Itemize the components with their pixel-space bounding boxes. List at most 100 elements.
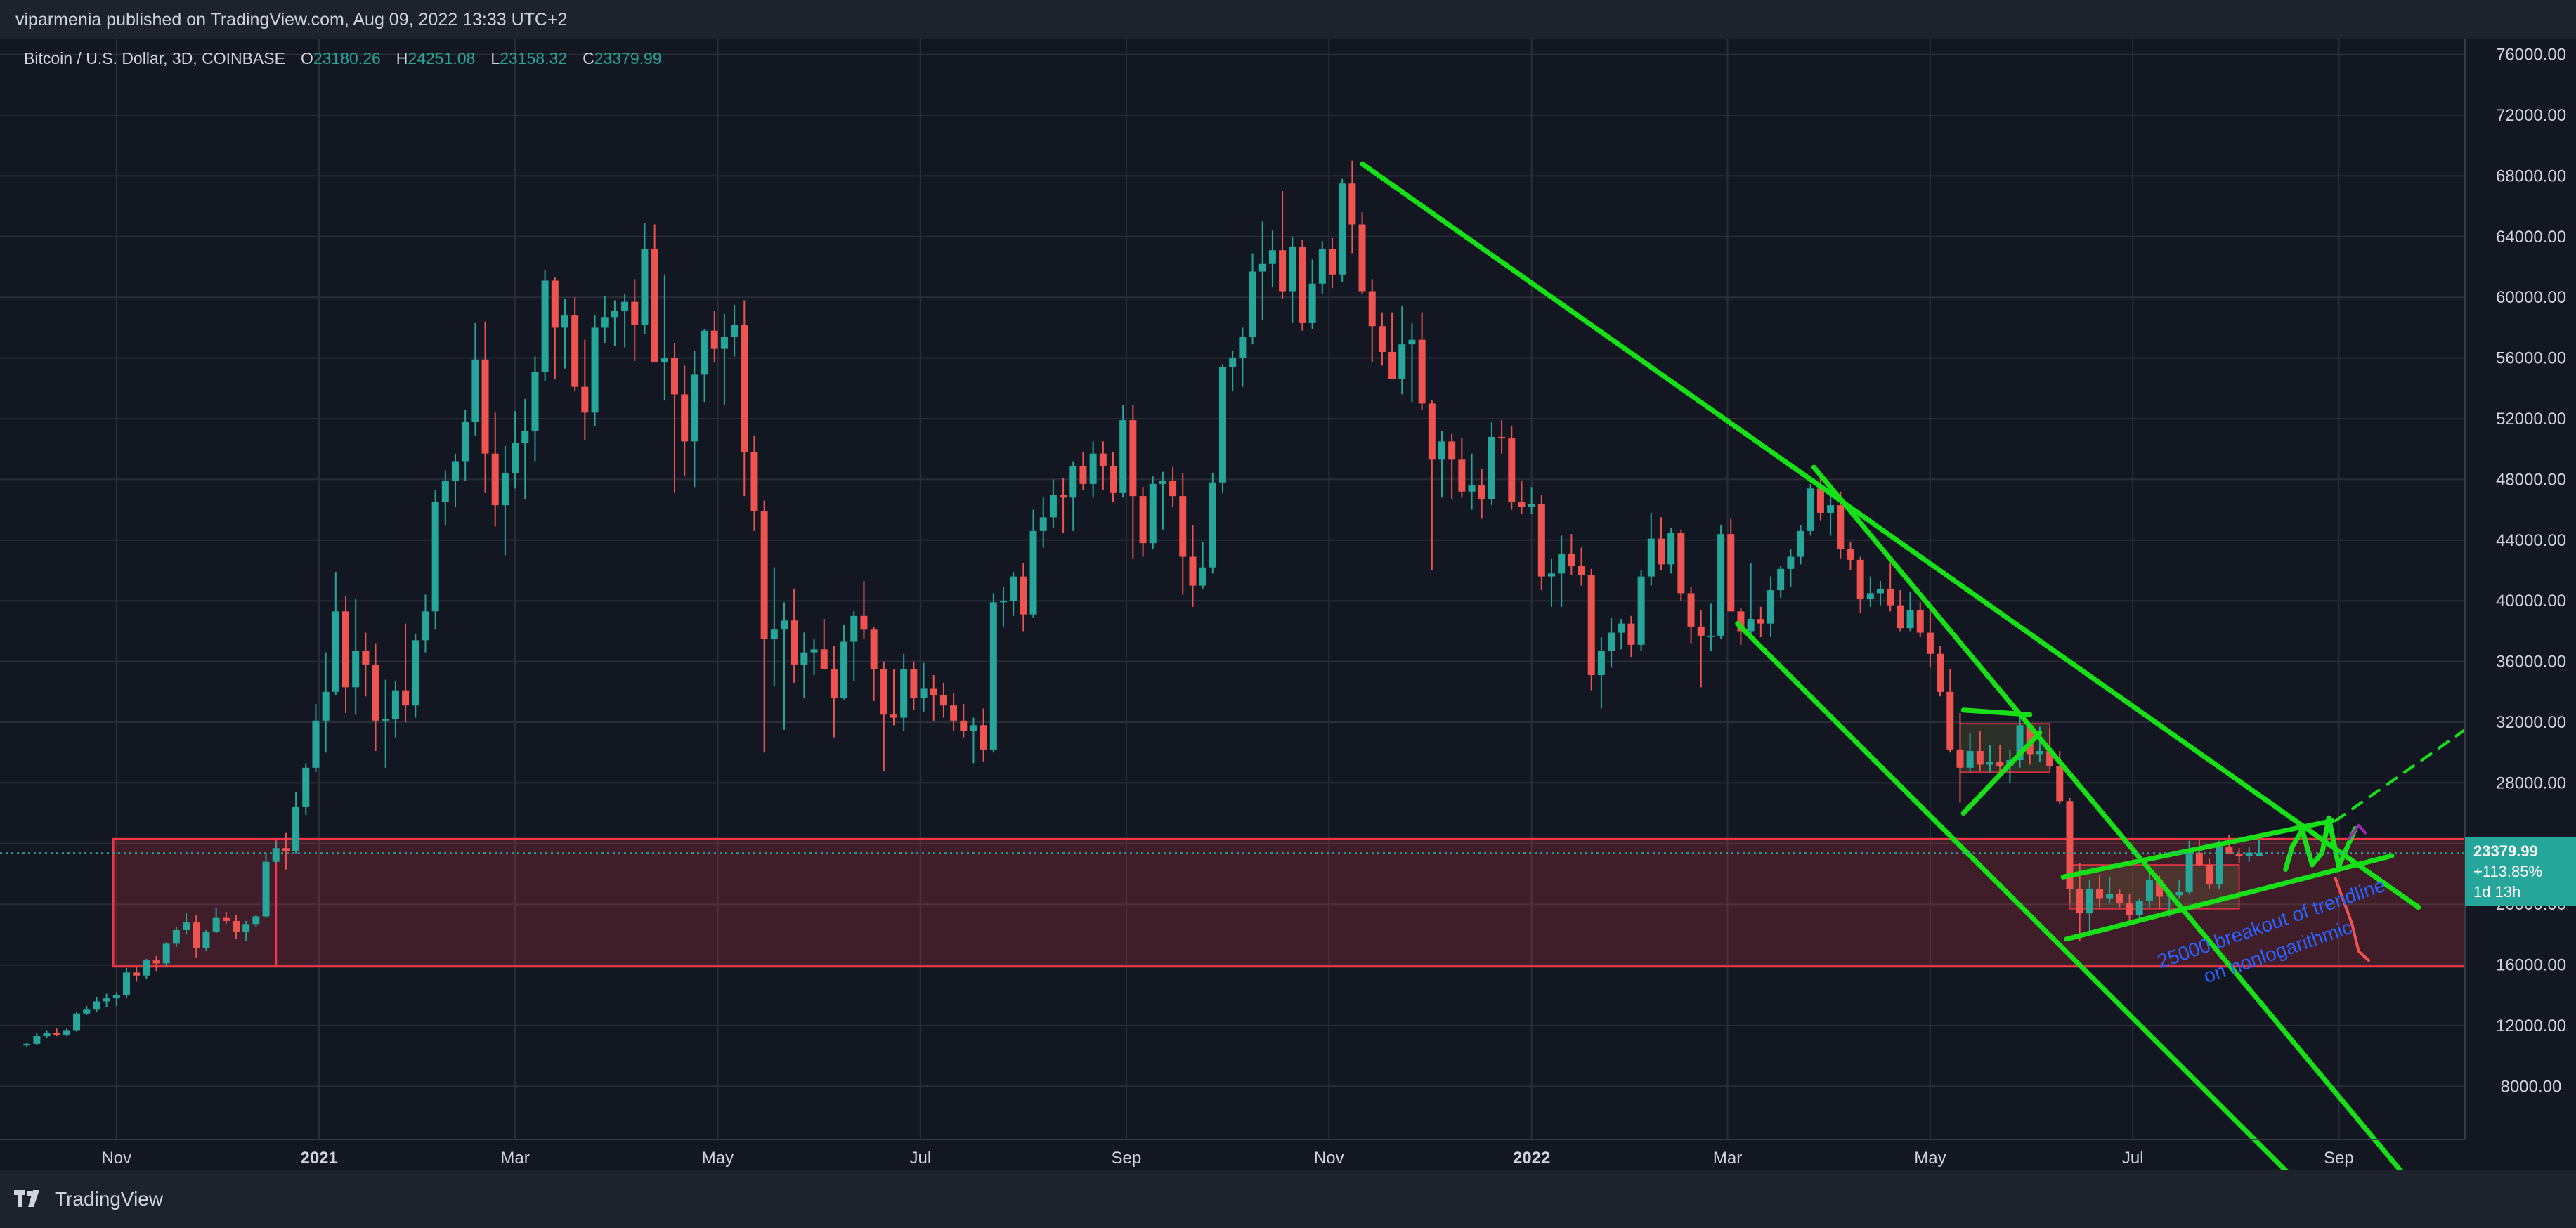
trendline (1960, 707, 2033, 717)
tradingview-brand[interactable]: TradingView (55, 1188, 164, 1210)
candle-body (252, 916, 260, 925)
candle-body (1906, 610, 1914, 629)
candle-body (2056, 766, 2064, 802)
candle-body (850, 615, 858, 642)
candle-body (930, 688, 937, 695)
candle-body (2195, 852, 2203, 866)
candle-body (1408, 339, 1416, 345)
candle-body (2046, 751, 2054, 766)
candle-body (750, 452, 758, 511)
candle-body (1339, 183, 1346, 275)
price-tick-label: 48000.00 (2496, 470, 2566, 489)
candle-body (2066, 801, 2074, 889)
time-tick-label: Sep (1112, 1149, 1142, 1168)
candle-body (920, 688, 928, 698)
candle-body (1887, 588, 1894, 606)
chart-area[interactable]: 8000.0012000.0016000.0020000.0024000.002… (0, 39, 2576, 1170)
price-tick-label: 40000.00 (2496, 592, 2566, 610)
candle-body (1667, 533, 1675, 565)
candle-body (1199, 567, 1206, 586)
tradingview-logo-icon[interactable] (14, 1190, 45, 1208)
candle-body (581, 386, 589, 413)
candle-body (441, 481, 449, 502)
candle-body (661, 358, 668, 363)
candle-body (262, 861, 270, 917)
candle-body (1717, 534, 1725, 636)
candle-body (1329, 249, 1336, 275)
candle-body (791, 620, 798, 665)
candle-body (123, 972, 130, 995)
candle-body (1209, 482, 1216, 568)
price-tick-label: 12000.00 (2496, 1017, 2566, 1036)
price-tick-label: 44000.00 (2496, 531, 2566, 550)
price-tick-label: 16000.00 (2496, 956, 2566, 975)
candle-body (1458, 459, 1466, 492)
candle-body (1448, 441, 1456, 460)
candle-body (63, 1030, 70, 1035)
candle-body (1258, 263, 1266, 272)
candle-body (1239, 337, 1247, 358)
time-tick-label: Jul (2122, 1149, 2144, 1168)
candle-body (1777, 568, 1785, 591)
candle-body (1010, 576, 1017, 601)
candle-body (512, 443, 519, 473)
candle-body (491, 453, 499, 506)
symbol-name: Bitcoin / U.S. Dollar, 3D, COINBASE (24, 49, 285, 67)
time-axis-labels: Nov 2021 Mar May Jul Sep Nov 2022 Mar May Jul Sep (101, 1149, 2353, 1168)
candle-body (2245, 852, 2253, 856)
candle-body (342, 611, 349, 688)
trendline (1735, 621, 2289, 1170)
last-price: 23379.99 (2473, 842, 2538, 860)
candle-body (531, 372, 539, 431)
candle-body (621, 301, 629, 311)
price-tick-label: 60000.00 (2496, 288, 2566, 307)
candle-body (1658, 538, 1665, 565)
candle-body (143, 960, 150, 976)
candle-body (1468, 485, 1476, 492)
candle-body (1368, 291, 1376, 327)
candle-body (2185, 852, 2193, 892)
candle-body (2126, 903, 2133, 915)
candle-body (1289, 247, 1296, 292)
time-tick-label: Mar (500, 1149, 529, 1168)
candle-body (1946, 691, 1954, 750)
candle-body (1727, 534, 1735, 612)
candle-body (720, 337, 728, 349)
candle-body (980, 725, 987, 750)
candle-body (1976, 751, 1984, 765)
candle-body (1608, 632, 1615, 651)
candle-body (1747, 619, 1755, 632)
candle-body (452, 461, 459, 481)
price-tick-label: 56000.00 (2496, 349, 2566, 368)
candle-body (1618, 623, 1625, 633)
candle-body (1398, 344, 1406, 379)
candle-body (2016, 725, 2024, 760)
candle-body (2216, 847, 2223, 885)
candle-body (112, 995, 120, 999)
candle-body (591, 327, 599, 413)
high-value: 24251.08 (408, 49, 476, 67)
candle-body (1677, 533, 1685, 594)
open-value: 23180.26 (313, 49, 381, 67)
candle-body (83, 1009, 91, 1014)
candle-body (860, 615, 868, 630)
candle-body (1797, 530, 1804, 557)
candle-body (272, 848, 280, 862)
candle-body (2156, 880, 2164, 897)
candle-body (1219, 367, 1226, 483)
candle-body (651, 249, 658, 363)
candle-body (2206, 865, 2213, 885)
candle-body (810, 649, 818, 653)
price-tick-label: 72000.00 (2496, 106, 2566, 125)
low-label: L (490, 49, 500, 67)
trendline-layer (1360, 161, 2466, 1170)
candle-body (870, 629, 878, 669)
candle-body (2135, 901, 2143, 915)
candle-body (23, 1043, 31, 1046)
candlestick-series (23, 160, 2263, 1047)
candle-body (2255, 853, 2263, 856)
candle-body (1159, 481, 1166, 484)
candle-body (571, 315, 579, 387)
candle-body (880, 669, 887, 715)
candle-body (701, 330, 708, 375)
